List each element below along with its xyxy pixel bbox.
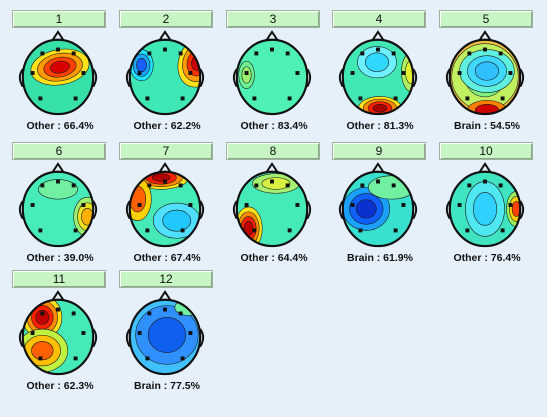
scalp-topography-map[interactable]	[226, 28, 318, 118]
scalp-topography-map[interactable]	[439, 28, 531, 118]
component-classification-label: Other : 83.4%	[240, 120, 308, 132]
component-number-button[interactable]: 3	[226, 10, 320, 28]
component-number-button[interactable]: 9	[332, 142, 426, 160]
component-number-button[interactable]: 8	[226, 142, 320, 160]
component-cell: 7 Other : 67.4%	[117, 142, 217, 274]
component-cell: 10 Other : 76.4%	[437, 142, 537, 274]
scalp-topography-map[interactable]	[119, 160, 211, 250]
component-cell: 9 Brain : 61.9%	[330, 142, 430, 274]
component-classification-label: Other : 64.4%	[240, 252, 308, 264]
component-number-button[interactable]: 5	[439, 10, 533, 28]
component-number-button[interactable]: 4	[332, 10, 426, 28]
component-number-button[interactable]: 11	[12, 270, 106, 288]
component-number-button[interactable]: 7	[119, 142, 213, 160]
component-classification-label: Brain : 61.9%	[347, 252, 413, 264]
component-classification-label: Other : 62.3%	[26, 380, 94, 392]
scalp-topography-map[interactable]	[119, 288, 211, 378]
component-number-button[interactable]: 1	[12, 10, 106, 28]
component-cell: 12 Brain : 77.5%	[117, 270, 217, 402]
scalp-topography-map[interactable]	[332, 160, 424, 250]
scalp-topography-map[interactable]	[12, 288, 104, 378]
component-cell: 8 Other : 64.4%	[224, 142, 324, 274]
scalp-topography-map[interactable]	[12, 28, 104, 118]
component-number-button[interactable]: 10	[439, 142, 533, 160]
component-number-button[interactable]: 6	[12, 142, 106, 160]
component-classification-label: Other : 66.4%	[26, 120, 94, 132]
component-cell: 6 Other : 39.0%	[10, 142, 110, 274]
scalp-topography-map[interactable]	[439, 160, 531, 250]
component-classification-label: Other : 67.4%	[133, 252, 201, 264]
component-cell: 2 Other : 62.2%	[117, 10, 217, 142]
component-classification-label: Other : 62.2%	[133, 120, 201, 132]
component-classification-label: Brain : 54.5%	[454, 120, 520, 132]
component-cell: 4 Other : 81.3%	[330, 10, 430, 142]
component-classification-label: Other : 81.3%	[346, 120, 414, 132]
component-cell: 11 Other : 62.3%	[10, 270, 110, 402]
component-number-button[interactable]: 12	[119, 270, 213, 288]
component-classification-label: Brain : 77.5%	[134, 380, 200, 392]
scalp-topography-map[interactable]	[12, 160, 104, 250]
scalp-topography-map[interactable]	[332, 28, 424, 118]
component-classification-label: Other : 39.0%	[26, 252, 94, 264]
scalp-topography-map[interactable]	[119, 28, 211, 118]
component-cell: 5 Brain : 54.5%	[437, 10, 537, 142]
component-cell: 1 Other : 66.4%	[10, 10, 110, 142]
component-number-button[interactable]: 2	[119, 10, 213, 28]
scalp-topography-map[interactable]	[226, 160, 318, 250]
component-cell: 3 Other : 83.4%	[224, 10, 324, 142]
component-classification-label: Other : 76.4%	[453, 252, 521, 264]
